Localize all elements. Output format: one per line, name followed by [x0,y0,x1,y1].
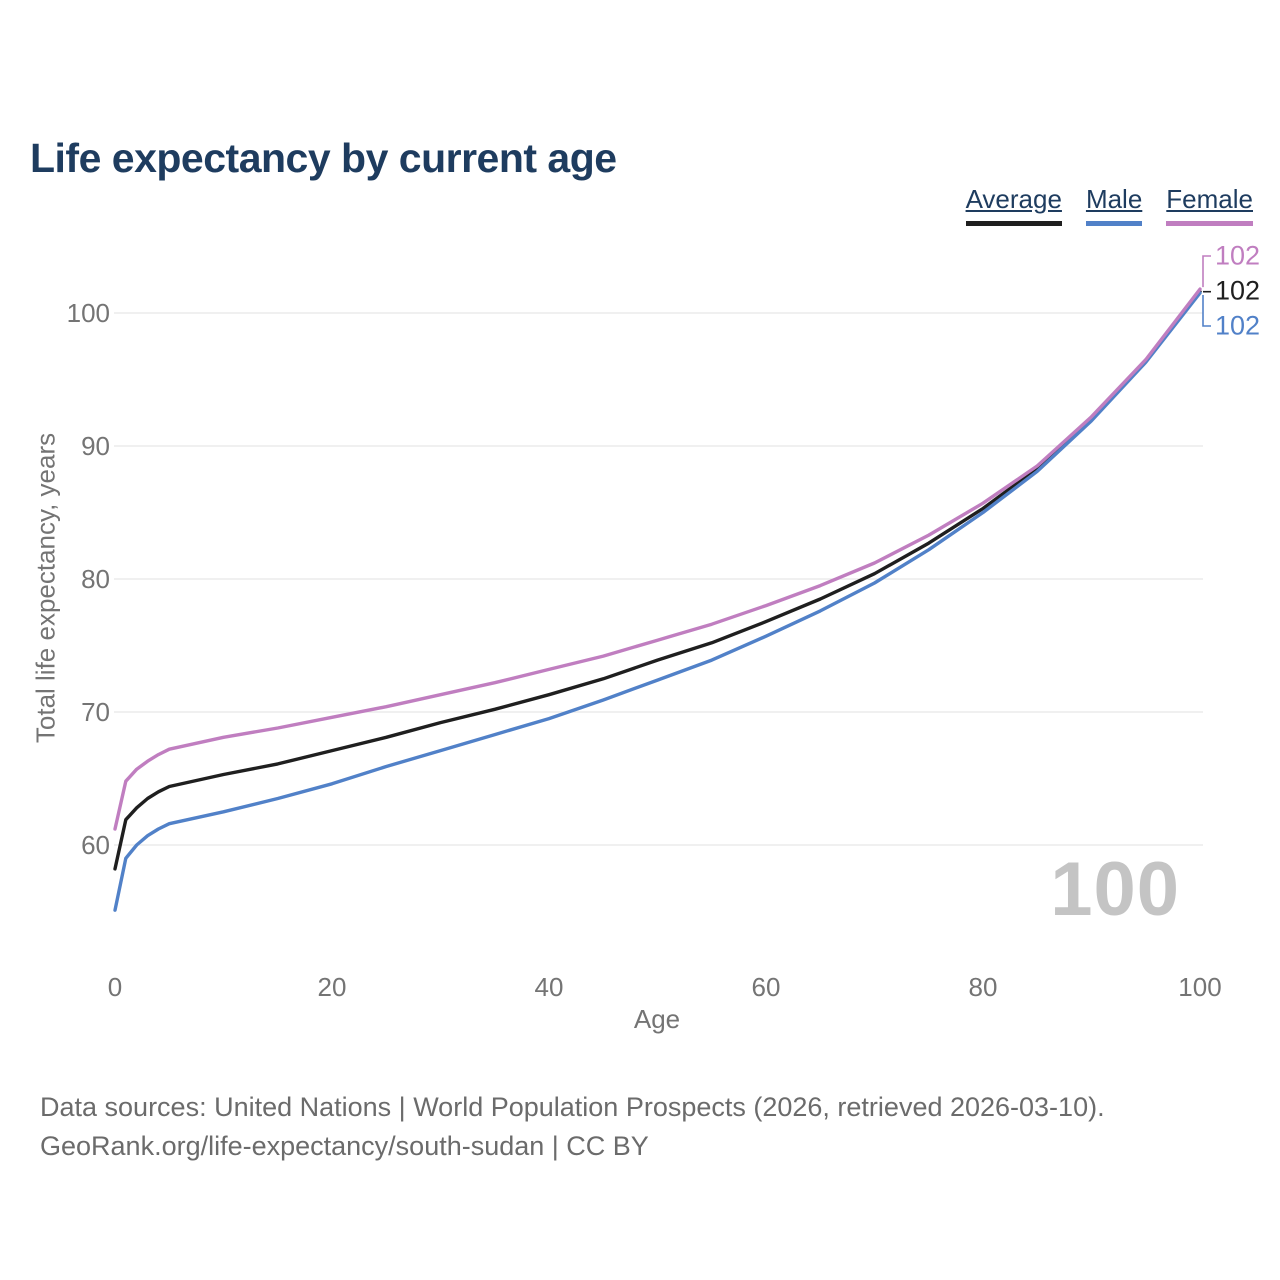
y-tick-label-70: 70 [81,697,110,727]
legend-item-average[interactable]: Average [965,184,1062,227]
series-line-male [113,291,1202,912]
y-tick-label-90: 90 [81,431,110,461]
x-tick-label-0: 0 [107,972,123,1002]
footer-license: GeoRank.org/life-expectancy/south-sudan … [40,1131,649,1161]
y-tick-label-80: 80 [81,564,110,594]
x-tick-label-80: 80 [968,972,998,1002]
y-tick-label-100: 100 [66,298,110,328]
x-tick-label-20: 20 [317,972,347,1002]
footer-data-sources: Data sources: United Nations | World Pop… [40,1092,1105,1122]
footer-attribution: Data sources: United Nations | World Pop… [40,1088,1105,1166]
x-tick-label-100: 100 [1178,972,1222,1002]
legend-label-male: Male [1085,184,1143,214]
end-label-connector-female [1202,255,1211,288]
end-label-female: 102 [1215,240,1261,271]
series-line-female [113,287,1202,831]
y-tick-label-60: 60 [81,830,110,860]
y-axis-title: Total life expectancy, years [30,432,61,744]
series-line-average [113,290,1202,871]
x-axis-title: Age [633,1004,681,1034]
end-label-male: 102 [1215,310,1261,341]
x-tick-label-60: 60 [751,972,781,1002]
page-title: Life expectancy by current age [30,135,617,182]
legend-item-female[interactable]: Female [1166,184,1253,227]
end-label-average: 102 [1215,275,1261,306]
x-tick-label-40: 40 [534,972,564,1002]
legend: Average Male Female [965,184,1253,227]
legend-label-average: Average [965,184,1062,214]
legend-label-female: Female [1166,184,1253,214]
end-label-connector-male [1202,295,1211,327]
legend-item-male[interactable]: Male [1085,184,1143,227]
watermark-age-100: 100 [1050,847,1180,932]
